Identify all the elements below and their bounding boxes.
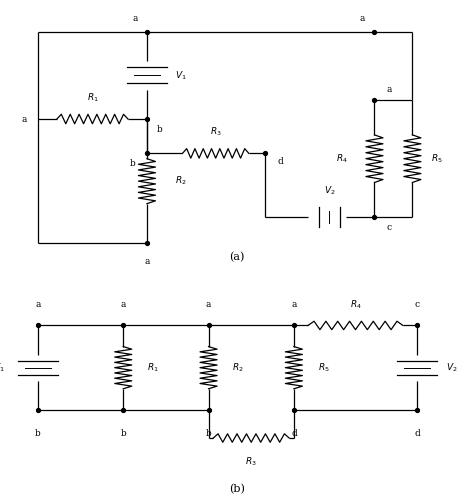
Text: b: b [120,429,126,438]
Text: $R_4$: $R_4$ [349,298,362,310]
Text: d: d [277,157,283,166]
Text: (a): (a) [229,251,245,262]
Text: (b): (b) [229,484,245,495]
Text: $R_1$: $R_1$ [147,361,159,374]
Text: a: a [21,114,27,124]
Text: $R_4$: $R_4$ [337,152,348,165]
Text: $R_2$: $R_2$ [232,361,244,374]
Text: a: a [360,14,365,23]
Text: a: a [206,300,211,309]
Text: $R_2$: $R_2$ [175,175,187,188]
Text: $V_1$: $V_1$ [0,361,5,374]
Text: b: b [129,160,135,169]
Text: c: c [415,300,419,309]
Text: d: d [291,429,297,438]
Text: a: a [386,85,392,94]
Text: a: a [132,14,137,23]
Text: b: b [35,429,41,438]
Text: a: a [35,300,41,309]
Text: d: d [414,429,420,438]
Text: b: b [156,125,162,134]
Text: $R_3$: $R_3$ [210,126,221,139]
Text: a: a [291,300,297,309]
Text: b: b [206,429,211,438]
Text: $R_5$: $R_5$ [431,152,443,165]
Text: $R_5$: $R_5$ [318,361,329,374]
Text: a: a [144,257,150,266]
Text: $V_2$: $V_2$ [446,361,457,374]
Text: $V_2$: $V_2$ [324,184,335,197]
Text: a: a [120,300,126,309]
Text: c: c [386,223,392,232]
Text: $V_1$: $V_1$ [175,69,187,82]
Text: $R_1$: $R_1$ [87,92,98,104]
Text: $R_3$: $R_3$ [246,455,257,468]
